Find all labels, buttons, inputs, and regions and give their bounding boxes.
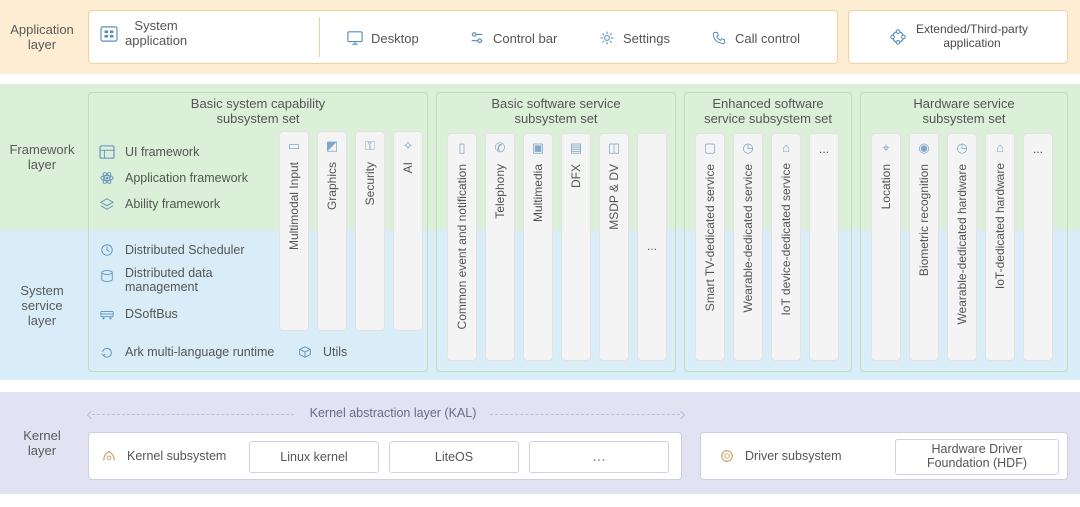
telephony-pill: ✆Telephony (485, 133, 515, 361)
location-icon: ⌖ (882, 140, 889, 156)
sliders-icon (467, 29, 487, 47)
database-icon (97, 267, 117, 285)
call-control-label: Call control (735, 31, 800, 46)
dfx-icon: ▤ (570, 140, 582, 156)
service-layer-label: System service layer (0, 230, 84, 380)
kernel-subsystem-box: Kernel subsystem Linux kernel LiteOS ... (88, 432, 682, 480)
hardware-service-box: Hardware service subsystem set ⌖Location… (860, 92, 1068, 372)
gear-icon (597, 29, 617, 47)
media-icon: ▣ (532, 140, 544, 156)
extended-application-box: Extended/Third-party application (848, 10, 1068, 64)
extended-application-label: Extended/Third-party application (916, 23, 1028, 51)
biometric-pill: ◉Biometric recognition (909, 133, 939, 361)
hdf-box: Hardware Driver Foundation (HDF) (895, 439, 1059, 475)
distributed-data-label: Distributed data management (125, 267, 213, 295)
basic-capability-title: Basic system capability subsystem set (89, 97, 427, 127)
bus-icon (97, 305, 117, 323)
ui-framework-label: UI framework (125, 145, 199, 159)
watch-icon: ◷ (956, 140, 967, 156)
linux-kernel-box: Linux kernel (249, 441, 379, 473)
graphics-icon: ◩ (326, 138, 338, 154)
monitor-icon (345, 29, 365, 47)
hardware-service-title: Hardware service subsystem set (861, 97, 1067, 127)
iot-icon: ⌂ (996, 140, 1004, 155)
security-pill: ⚿Security (355, 131, 385, 331)
system-application-box: System application Desktop Control bar S… (88, 10, 838, 64)
tel-icon: ✆ (495, 140, 506, 156)
tv-icon: ▢ (704, 140, 716, 156)
kernel-icon (99, 447, 119, 465)
iot-service-pill: ⌂IoT device-dedicated service (771, 133, 801, 361)
key-icon: ⚿ (365, 138, 375, 154)
driver-subsystem-label: Driver subsystem (745, 449, 842, 463)
eye-icon: ◉ (918, 140, 929, 156)
application-layer-label: Application layer (0, 0, 84, 74)
divider (319, 17, 320, 57)
cube-icon (295, 343, 315, 361)
multimedia-pill: ▣Multimedia (523, 133, 553, 361)
basic-software-title: Basic software service subsystem set (437, 97, 675, 127)
ai-icon: ✧ (403, 138, 414, 154)
ai-pill: ✧AI (393, 131, 423, 331)
layers-icon (97, 195, 117, 213)
application-framework-label: Application framework (125, 171, 248, 185)
enhanced-software-box: Enhanced software service subsystem set … (684, 92, 852, 372)
graphics-pill: ◩Graphics (317, 131, 347, 331)
iot-hardware-pill: ⌂IoT-dedicated hardware (985, 133, 1015, 361)
book-icon: ▯ (458, 140, 465, 156)
settings-label: Settings (623, 31, 670, 46)
phone-icon (709, 29, 729, 47)
msdp-icon: ◫ (608, 140, 620, 156)
liteos-box: LiteOS (389, 441, 519, 473)
wearable-hardware-pill: ◷Wearable-dedicated hardware (947, 133, 977, 361)
iot-icon: ⌂ (782, 140, 790, 155)
dsoftbus-label: DSoftBus (125, 307, 178, 321)
kal-label: Kernel abstraction layer (KAL) (298, 406, 488, 420)
framework-layer-label: Framework layer (0, 84, 84, 230)
hardware-ellipsis: ... (1023, 133, 1053, 361)
basic-capability-box: Basic system capability subsystem set UI… (88, 92, 428, 372)
distributed-scheduler-label: Distributed Scheduler (125, 243, 245, 257)
desktop-label: Desktop (371, 31, 419, 46)
driver-icon (717, 447, 737, 465)
app-grid-icon (99, 25, 119, 43)
control-bar-label: Control bar (493, 31, 557, 46)
watch-icon: ◷ (742, 140, 753, 156)
kal-line-right (490, 414, 680, 415)
architecture-diagram: Application layer Framework layer System… (0, 0, 1080, 507)
enhanced-software-title: Enhanced software service subsystem set (685, 97, 851, 127)
kal-line-left (92, 414, 294, 415)
kernel-layer-label: Kernel layer (0, 392, 84, 494)
smart-tv-pill: ▢Smart TV-dedicated service (695, 133, 725, 361)
ability-framework-label: Ability framework (125, 197, 220, 211)
schedule-icon (97, 241, 117, 259)
utils-label: Utils (323, 345, 347, 359)
enhanced-ellipsis: ... (809, 133, 839, 361)
system-application-label: System application (125, 19, 187, 49)
kernel-ellipsis-box: ... (529, 441, 669, 473)
puzzle-icon (888, 28, 908, 46)
multimodal-input-pill: ▭Multimodal Input (279, 131, 309, 331)
location-pill: ⌖Location (871, 133, 901, 361)
basic-software-ellipsis: ... (637, 133, 667, 361)
driver-subsystem-box: Driver subsystem Hardware Driver Foundat… (700, 432, 1068, 480)
dfx-pill: ▤DFX (561, 133, 591, 361)
atom-icon (97, 169, 117, 187)
msdp-dv-pill: ◫MSDP & DV (599, 133, 629, 361)
basic-software-box: Basic software service subsystem set ▯Co… (436, 92, 676, 372)
runtime-icon (97, 343, 117, 361)
ark-runtime-label: Ark multi-language runtime (125, 345, 274, 359)
wearable-service-pill: ◷Wearable-dedicated service (733, 133, 763, 361)
layout-icon (97, 143, 117, 161)
input-icon: ▭ (288, 138, 300, 154)
event-notification-pill: ▯Common event and notification (447, 133, 477, 361)
kernel-subsystem-label: Kernel subsystem (127, 449, 226, 463)
